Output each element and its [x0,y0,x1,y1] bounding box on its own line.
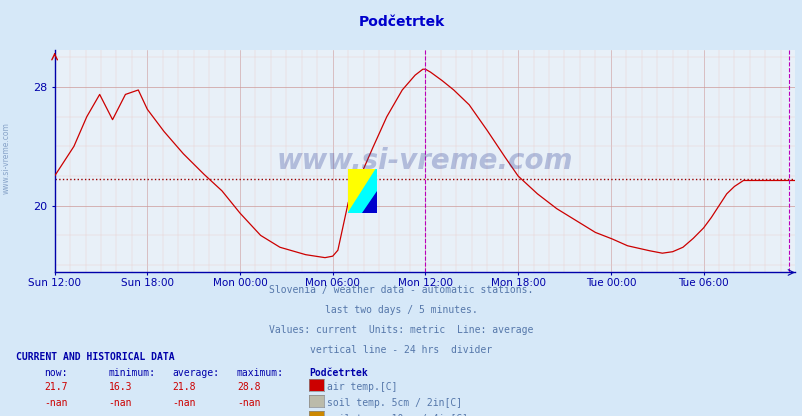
Text: minimum:: minimum: [108,368,156,378]
Text: -nan: -nan [44,398,67,408]
Text: 16.3: 16.3 [108,382,132,392]
Text: vertical line - 24 hrs  divider: vertical line - 24 hrs divider [310,345,492,355]
Text: -nan: -nan [108,414,132,416]
Text: www.si-vreme.com: www.si-vreme.com [2,122,11,194]
Text: soil temp. 10cm / 4in[C]: soil temp. 10cm / 4in[C] [326,414,468,416]
Text: www.si-vreme.com: www.si-vreme.com [276,147,573,175]
Text: -nan: -nan [44,414,67,416]
Text: soil temp. 5cm / 2in[C]: soil temp. 5cm / 2in[C] [326,398,461,408]
Text: 21.7: 21.7 [44,382,67,392]
Text: -nan: -nan [172,398,196,408]
Text: maximum:: maximum: [237,368,284,378]
Text: CURRENT AND HISTORICAL DATA: CURRENT AND HISTORICAL DATA [16,352,175,362]
Text: Podčetrtek: Podčetrtek [309,368,367,378]
Text: air temp.[C]: air temp.[C] [326,382,397,392]
Text: last two days / 5 minutes.: last two days / 5 minutes. [325,305,477,315]
Text: -nan: -nan [108,398,132,408]
Text: -nan: -nan [237,414,260,416]
Text: Slovenia / weather data - automatic stations.: Slovenia / weather data - automatic stat… [269,285,533,295]
Text: 21.8: 21.8 [172,382,196,392]
Text: Values: current  Units: metric  Line: average: Values: current Units: metric Line: aver… [269,325,533,335]
Text: now:: now: [44,368,67,378]
Text: -nan: -nan [237,398,260,408]
Text: 28.8: 28.8 [237,382,260,392]
Text: average:: average: [172,368,220,378]
Text: -nan: -nan [172,414,196,416]
Text: Podčetrtek: Podčetrtek [358,15,444,29]
